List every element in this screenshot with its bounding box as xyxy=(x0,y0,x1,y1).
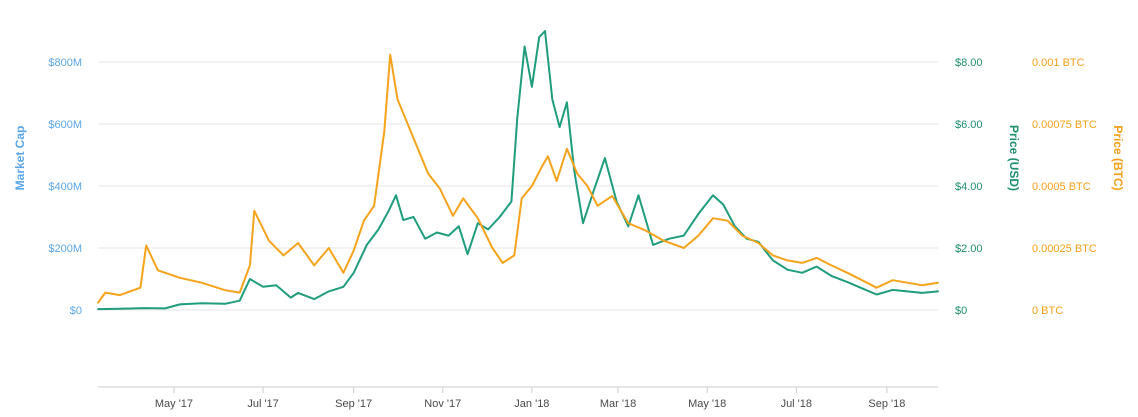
x-tick-label: Jan '18 xyxy=(514,398,549,410)
price-usd-tick-label: $4.00 xyxy=(955,181,983,193)
price-usd-tick-label: $0 xyxy=(955,305,967,317)
price-usd-tick-label: $6.00 xyxy=(955,119,983,131)
price-usd-axis-title: Price (USD) xyxy=(1007,125,1021,191)
price-usd-series-line xyxy=(97,30,939,311)
grid-layer xyxy=(98,61,938,311)
price-btc-tick-label: 0 BTC xyxy=(1032,305,1063,317)
x-tick-label: May '17 xyxy=(155,398,193,410)
price-btc-axis: 0 BTC 0.00025 BTC 0.0005 BTC 0.00075 BTC 0.0… xyxy=(1032,57,1097,317)
price-btc-tick-label: 0.00075 BTC xyxy=(1032,119,1097,131)
market-cap-tick-label: $200M xyxy=(48,243,82,255)
series-layer xyxy=(97,30,939,311)
x-tick-label: Nov '17 xyxy=(424,398,461,410)
market-cap-tick-label: $400M xyxy=(48,181,82,193)
price-usd-tick-label: $8.00 xyxy=(955,57,983,69)
x-tick-label: May '18 xyxy=(688,398,726,410)
market-cap-axis: $0 $200M $400M $600M $800M xyxy=(48,57,82,317)
price-btc-tick-label: 0.0005 BTC xyxy=(1032,181,1091,193)
price-usd-axis: $0 $2.00 $4.00 $6.00 $8.00 xyxy=(955,57,983,317)
x-tick-label: Jul '17 xyxy=(247,398,278,410)
x-axis: May '17 Jul '17 Sep '17 Nov '17 Jan '18 Mar '… xyxy=(98,386,938,410)
x-tick-label: Jul '18 xyxy=(781,398,812,410)
price-btc-tick-label: 0.00025 BTC xyxy=(1032,243,1097,255)
market-cap-axis-title: Market Cap xyxy=(13,126,27,191)
x-tick-label: Sep '17 xyxy=(335,398,372,410)
price-btc-tick-label: 0.001 BTC xyxy=(1032,57,1085,69)
price-btc-series-line xyxy=(97,53,939,304)
price-usd-tick-label: $2.00 xyxy=(955,243,983,255)
x-tick-label: Sep '18 xyxy=(868,398,905,410)
market-cap-tick-label: $800M xyxy=(48,57,82,69)
x-tick-label: Mar '18 xyxy=(600,398,636,410)
market-cap-tick-label: $600M xyxy=(48,119,82,131)
market-cap-tick-label: $0 xyxy=(70,305,82,317)
price-btc-axis-title: Price (BTC) xyxy=(1111,125,1125,190)
